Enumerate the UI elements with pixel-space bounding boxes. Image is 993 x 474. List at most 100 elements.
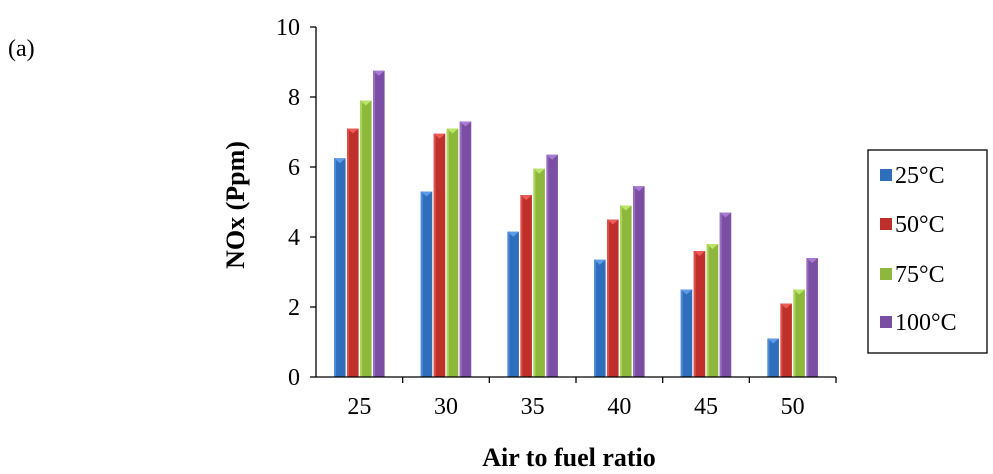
bar-highlight	[806, 258, 809, 377]
bar	[373, 70, 385, 377]
bar	[334, 158, 346, 377]
bar-highlight	[780, 303, 783, 377]
legend-entry: 50°C	[895, 212, 945, 238]
bar	[633, 186, 645, 377]
x-tick-label: 50	[781, 394, 805, 420]
legend-swatch	[880, 218, 892, 230]
bar-cap	[706, 244, 719, 249]
bar-body	[793, 289, 805, 377]
legend-entry: 100°C	[895, 310, 957, 336]
bar-highlight	[620, 205, 623, 377]
y-axis-ticks: 0 2 4 6 8 10	[276, 15, 316, 391]
bar-body	[780, 303, 792, 377]
bar-highlight	[680, 289, 683, 377]
bar-cap	[719, 212, 732, 218]
bar	[546, 154, 558, 377]
bar	[719, 212, 732, 377]
x-tick-label: 35	[521, 394, 545, 420]
bar-highlight	[433, 133, 436, 377]
legend-swatch	[880, 268, 892, 280]
bar-highlight	[546, 154, 549, 377]
bar-body	[594, 259, 606, 377]
bar-body	[633, 186, 645, 377]
bar-highlight	[347, 128, 350, 377]
bar-highlight	[459, 121, 462, 377]
bar	[806, 258, 818, 377]
bar	[780, 303, 792, 377]
x-axis-ticks: 25 30 35 40 45 50	[347, 377, 837, 420]
bar-cap	[459, 121, 472, 127]
bar-body	[620, 205, 632, 377]
bar	[507, 231, 519, 377]
bar	[347, 128, 359, 377]
bar-highlight	[507, 231, 510, 377]
bar-body	[360, 100, 372, 377]
bar	[533, 168, 545, 377]
bar	[607, 219, 619, 377]
bar-body	[546, 154, 558, 377]
bar-highlight	[533, 168, 536, 377]
y-tick-label: 8	[288, 85, 300, 111]
bar	[594, 259, 606, 377]
bar-cap	[806, 258, 818, 263]
bar-cap	[520, 195, 532, 200]
x-tick-label: 30	[434, 394, 458, 420]
bar-highlight	[373, 70, 376, 377]
legend-swatch	[880, 316, 892, 328]
bar-cap	[446, 128, 459, 134]
y-axis-title: NOx (Ppm)	[221, 141, 250, 269]
bar-body	[520, 195, 532, 377]
bar-cap	[620, 205, 632, 211]
bar-highlight	[706, 244, 709, 377]
bar-highlight	[693, 251, 696, 377]
bar-body	[806, 258, 818, 377]
bar	[706, 244, 719, 377]
bar-cap	[373, 70, 385, 76]
bar-body	[706, 244, 719, 377]
bar	[767, 338, 779, 377]
bar-cap	[546, 154, 558, 160]
bar-body	[459, 121, 472, 377]
bar-body	[719, 212, 732, 377]
bar-body	[533, 168, 545, 377]
bar-body	[693, 251, 706, 377]
bar-highlight	[594, 259, 597, 377]
bar	[433, 133, 446, 377]
bar-highlight	[633, 186, 636, 377]
bar-body	[607, 219, 619, 377]
bar-cap	[767, 338, 779, 344]
x-tick-label: 40	[607, 394, 631, 420]
y-tick-label: 10	[276, 15, 300, 41]
x-axis-title: Air to fuel ratio	[482, 443, 656, 472]
bar	[693, 251, 706, 377]
x-tick-label: 45	[694, 394, 718, 420]
bar-highlight	[719, 212, 722, 377]
y-tick-label: 2	[288, 295, 300, 321]
y-tick-label: 0	[288, 365, 300, 391]
bar-highlight	[767, 338, 770, 377]
bar-body	[373, 70, 385, 377]
bar	[680, 289, 693, 377]
x-tick-label: 25	[347, 394, 371, 420]
bar-cap	[507, 231, 519, 237]
bar	[620, 205, 632, 377]
bar-cap	[793, 289, 805, 295]
bar	[793, 289, 805, 377]
y-tick-label: 6	[288, 155, 300, 181]
bar-body	[334, 158, 346, 377]
bar-highlight	[446, 128, 449, 377]
bar-cap	[533, 168, 545, 174]
bar-cap	[607, 219, 619, 225]
bar-cap	[334, 158, 346, 164]
bar-cap	[420, 191, 433, 197]
bar-cap	[433, 133, 446, 139]
bar-cap	[693, 251, 706, 256]
legend-entry: 25°C	[895, 163, 945, 189]
bar-cap	[680, 289, 693, 295]
bar-body	[446, 128, 459, 377]
bar-body	[680, 289, 693, 377]
bar	[446, 128, 459, 377]
bar-cap	[360, 100, 372, 106]
bars	[334, 70, 818, 377]
